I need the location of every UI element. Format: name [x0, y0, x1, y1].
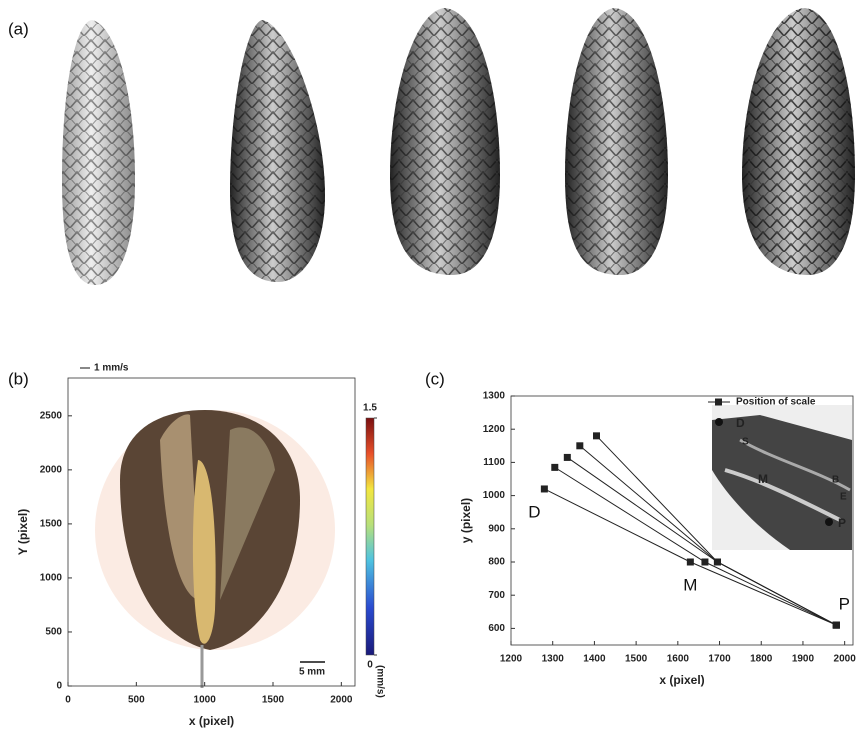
marker: [687, 559, 694, 566]
panel-label: (c): [425, 369, 445, 388]
legend-label: Position of scale: [736, 397, 816, 408]
colorbar-tick-label: 1.5: [363, 403, 377, 414]
colorbar-label: (mm/s): [374, 665, 385, 698]
inset-label: E: [840, 492, 847, 503]
panel-label: (b): [8, 369, 29, 388]
y-tick-label: 600: [488, 623, 505, 634]
point-label: M: [683, 575, 697, 594]
y-tick-label: 2000: [40, 465, 63, 476]
y-tick-label: 1000: [40, 573, 63, 584]
x-tick-label: 0: [65, 695, 71, 706]
y-tick-label: 1500: [40, 519, 63, 530]
marker: [564, 454, 571, 461]
x-tick-label: 1500: [262, 695, 285, 706]
x-tick-label: 1900: [792, 654, 815, 665]
marker: [541, 485, 548, 492]
x-axis-label: x (pixel): [189, 714, 234, 728]
x-tick-label: 1500: [625, 654, 648, 665]
y-tick-label: 0: [56, 681, 62, 692]
marker: [833, 622, 840, 629]
x-tick-label: 1000: [194, 695, 217, 706]
y-tick-label: 700: [488, 590, 505, 601]
inset-label: B: [832, 475, 839, 486]
x-tick-label: 500: [128, 695, 145, 706]
x-tick-label: 2000: [330, 695, 353, 706]
y-tick-label: 2500: [40, 410, 63, 421]
y-tick-label: 900: [488, 523, 505, 534]
panel-label: (a): [8, 19, 29, 38]
inset-label: M: [758, 472, 768, 486]
point-label: D: [528, 502, 540, 521]
annotation: 1 mm/s: [94, 363, 129, 374]
x-tick-label: 1400: [583, 654, 606, 665]
inset-label: P: [838, 516, 846, 530]
y-tick-label: 1300: [483, 391, 506, 402]
x-axis-label: x (pixel): [659, 673, 704, 687]
inset-label: S: [742, 437, 749, 448]
x-tick-label: 1700: [708, 654, 731, 665]
figure: (a) (b) (c) 0 500 1000 1500 2000 0 500 1000 1500…: [0, 0, 865, 736]
inset-image: [712, 405, 852, 550]
marker: [576, 442, 583, 449]
x-tick-label: 1800: [750, 654, 773, 665]
y-tick-label: 1000: [483, 490, 506, 501]
colorbar-tick-label: 0: [367, 660, 373, 671]
point-label: P: [839, 595, 850, 614]
x-tick-label: 1200: [500, 654, 523, 665]
y-axis-label: y (pixel): [459, 498, 473, 543]
legend-marker: [715, 399, 722, 406]
marker: [701, 559, 708, 566]
cone-images: [62, 8, 855, 285]
x-tick-label: 1600: [667, 654, 690, 665]
cone-section-image: [95, 410, 335, 688]
y-axis-label: Y (pixel): [16, 509, 30, 555]
y-tick-label: 500: [45, 627, 62, 638]
marker: [714, 559, 721, 566]
marker: [593, 432, 600, 439]
y-tick-label: 800: [488, 557, 505, 568]
marker: [551, 464, 558, 471]
colorbar: [366, 418, 374, 655]
x-tick-label: 1300: [542, 654, 565, 665]
y-tick-label: 1100: [483, 457, 505, 468]
annotation: 5 mm: [299, 667, 325, 678]
y-tick-label: 1200: [483, 424, 506, 435]
inset-label: D: [736, 416, 745, 430]
x-tick-label: 2000: [834, 654, 857, 665]
